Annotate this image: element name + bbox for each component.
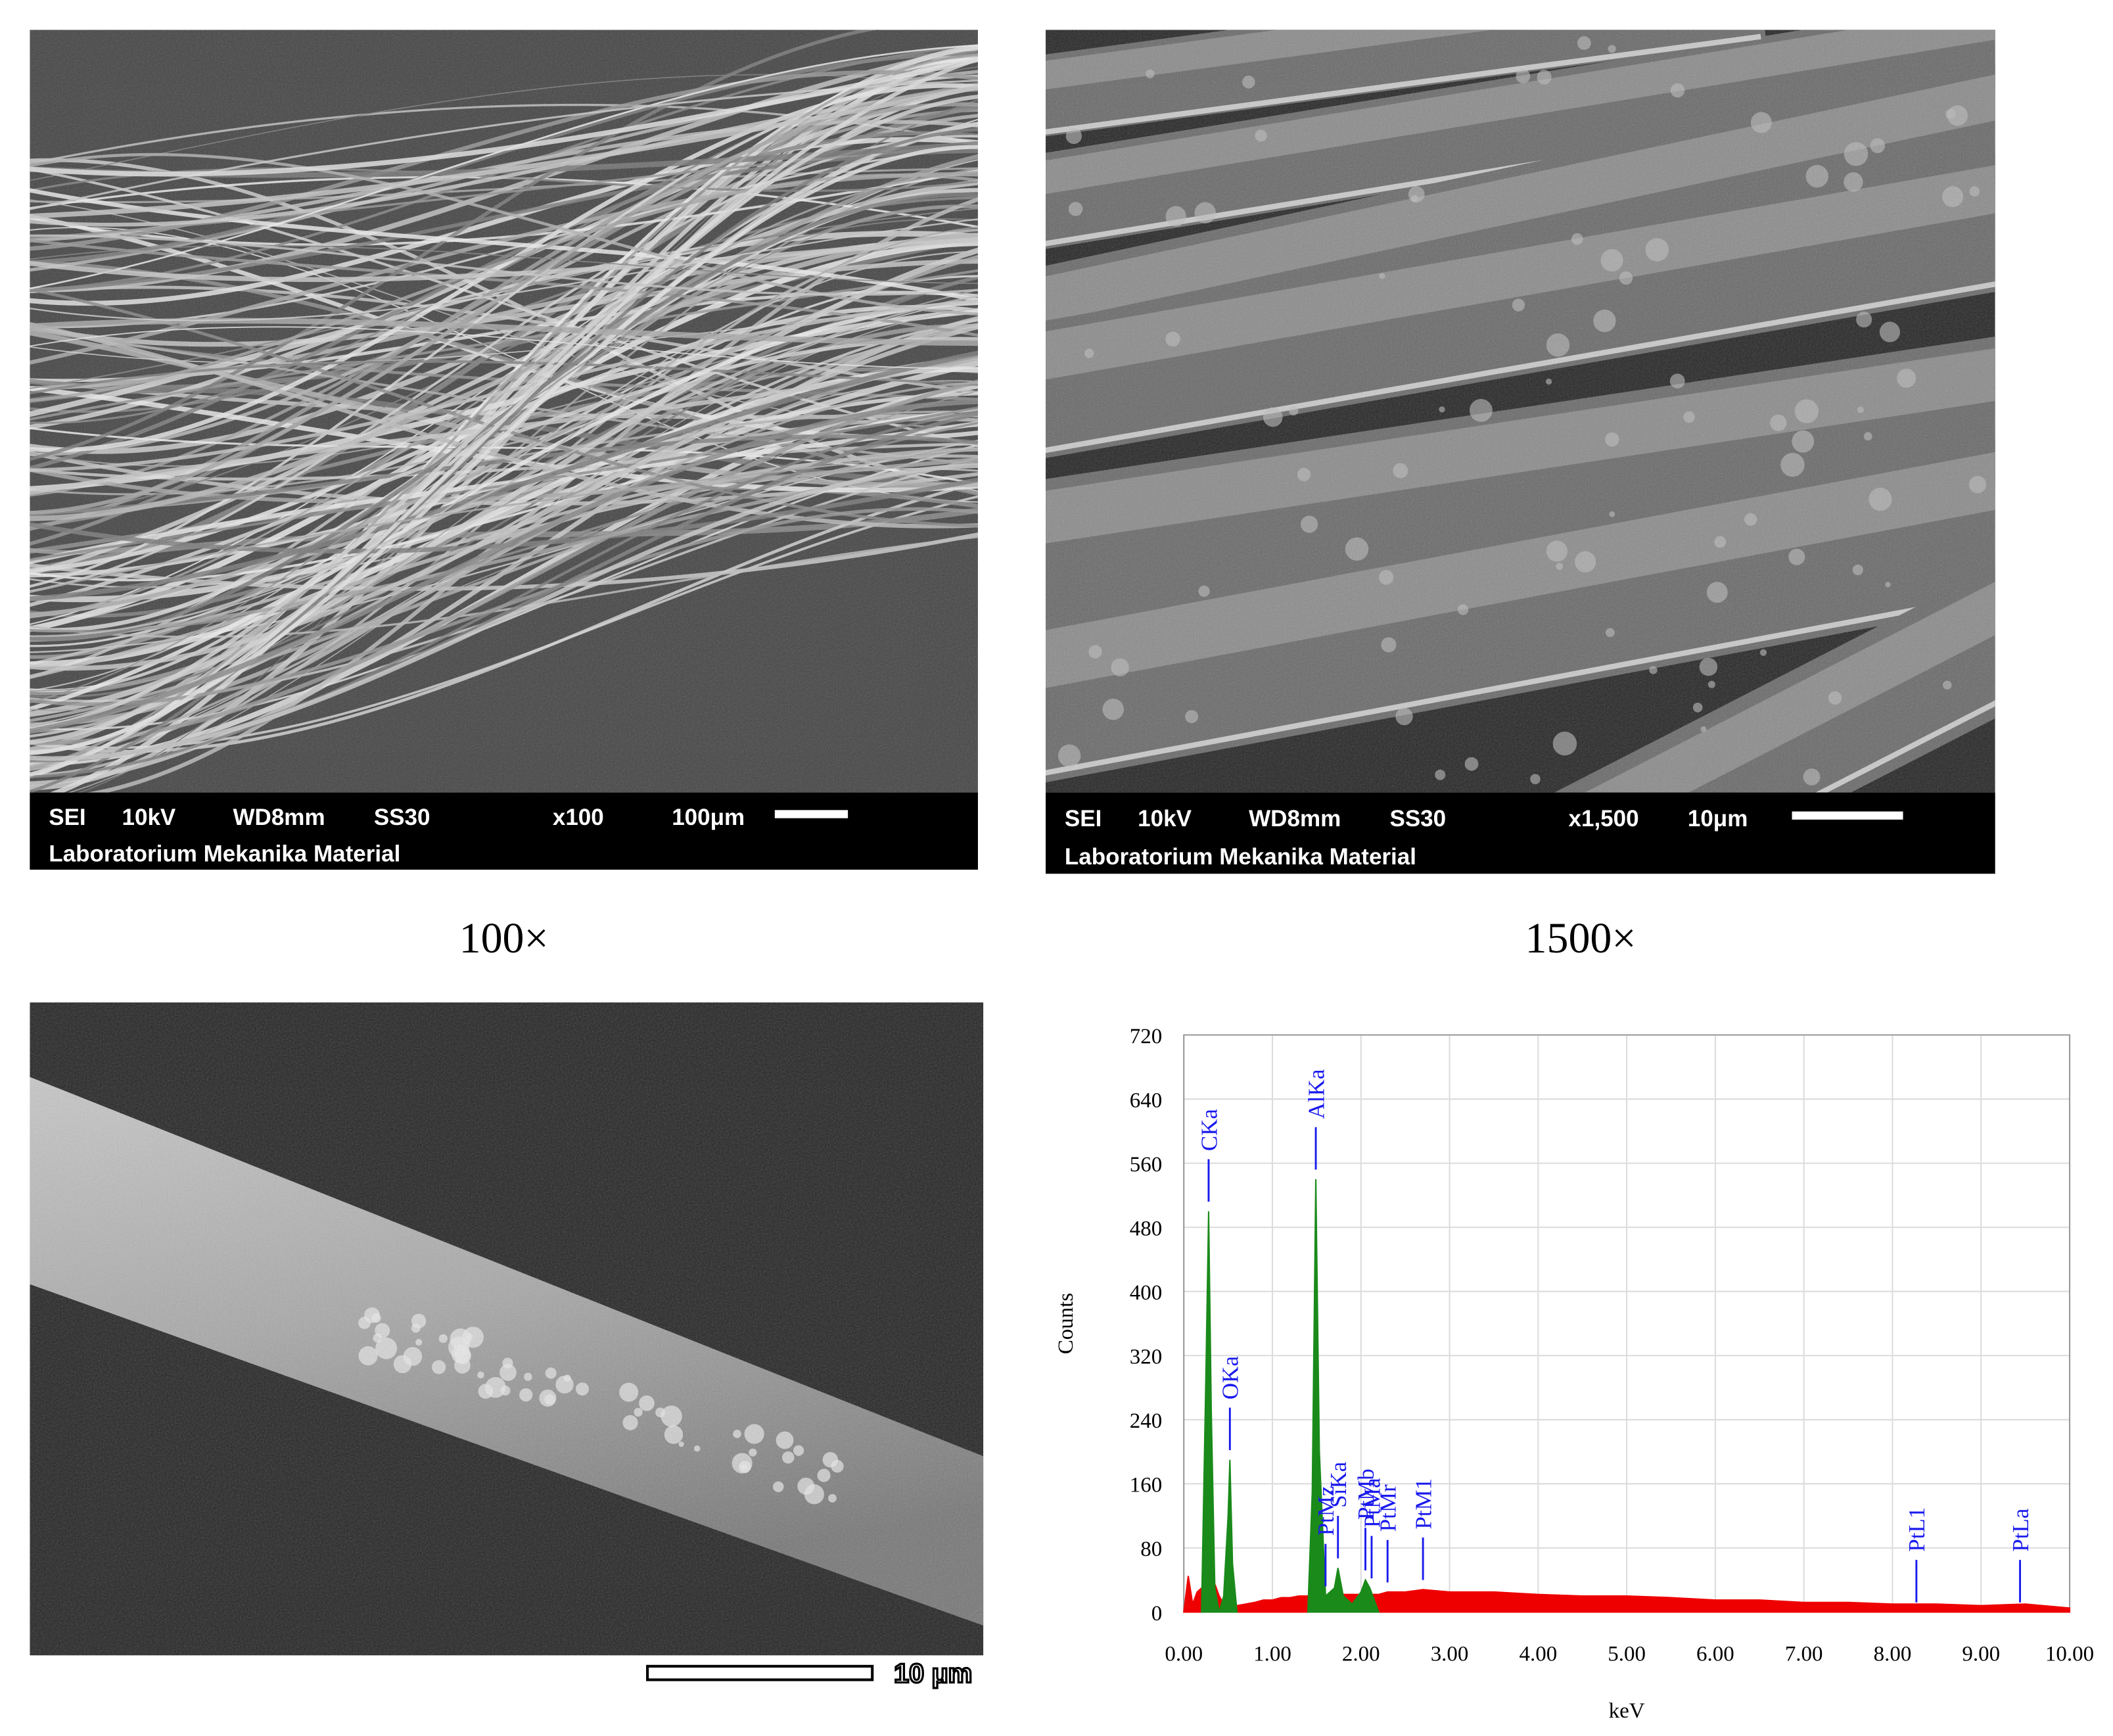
x-tick-label: 3.00 <box>1431 1643 1469 1666</box>
info-bar <box>30 792 978 870</box>
annotation-label: AlKa <box>1303 1069 1329 1119</box>
sem-image-fiber <box>30 1002 984 1656</box>
scale-bar <box>646 1664 874 1681</box>
annotation-label: PtMb <box>1353 1468 1379 1520</box>
x-tick-label: 5.00 <box>1608 1643 1646 1666</box>
y-tick-label: 560 <box>1130 1153 1162 1177</box>
annotation-label: SiKa <box>1326 1461 1351 1507</box>
lab-text: Laboratorium Mekanika Material <box>1065 844 1416 870</box>
caption: 1500× <box>1525 914 1637 962</box>
info-text: 10μm <box>1688 806 1748 832</box>
caption: 100× <box>459 914 549 962</box>
info-text: SS30 <box>374 805 430 830</box>
info-text: SEI <box>1065 806 1102 832</box>
x-tick-label: 2.00 <box>1342 1643 1380 1666</box>
y-tick-label: 160 <box>1130 1474 1162 1497</box>
sem-image-1500x <box>1046 30 1995 793</box>
sem-image-100x <box>30 30 978 793</box>
annotation-label: PtL1 <box>1904 1507 1930 1552</box>
y-tick-label: 80 <box>1140 1537 1162 1561</box>
y-tick-label: 480 <box>1130 1217 1162 1241</box>
y-tick-label: 320 <box>1130 1346 1162 1369</box>
x-tick-label: 0.00 <box>1165 1643 1203 1666</box>
x-tick-label: 9.00 <box>1962 1643 2000 1666</box>
info-text: WD8mm <box>1249 806 1341 832</box>
noise <box>1046 30 1995 793</box>
info-text: SEI <box>49 805 85 830</box>
noise <box>30 1002 984 1656</box>
annotation-label: PtMa <box>1359 1478 1385 1528</box>
spectrum-area <box>1201 1179 1380 1613</box>
annotation-label: CKa <box>1196 1108 1222 1151</box>
x-tick-label: 8.00 <box>1874 1643 1912 1666</box>
x-tick-label: 7.00 <box>1785 1643 1823 1666</box>
x-axis-label: keV <box>1609 1699 1645 1723</box>
eds-chart: 0.00 1.00 2.00 3.00 4.00 5.00 6.00 7.00 8.00 9.00… <box>1054 1025 2094 1723</box>
x-tick-label: 4.00 <box>1519 1643 1557 1666</box>
info-text: WD8mm <box>233 805 325 830</box>
x-tick-label: 10.00 <box>2045 1643 2094 1666</box>
info-text: 100μm <box>672 805 745 830</box>
info-text: 10kV <box>1138 806 1192 832</box>
lab-text: Laboratorium Mekanika Material <box>49 841 400 867</box>
info-text: SS30 <box>1389 806 1446 832</box>
x-tick-label: 6.00 <box>1696 1643 1734 1666</box>
y-axis-label: Counts <box>1054 1293 1078 1354</box>
y-tick-label: 240 <box>1130 1409 1162 1433</box>
annotation-label: PtLa <box>2008 1508 2033 1552</box>
y-tick-label: 0 <box>1151 1602 1162 1626</box>
annotation-label: PtMz <box>1313 1486 1339 1536</box>
info-bar <box>1046 792 1995 874</box>
y-tick-label: 640 <box>1130 1089 1162 1112</box>
info-text: 10kV <box>122 805 176 830</box>
scale-label: 10 μm <box>894 1658 972 1689</box>
info-text: x1,500 <box>1569 806 1639 832</box>
x-tick-label: 1.00 <box>1253 1643 1291 1666</box>
annotation-label: PtMr <box>1376 1484 1401 1532</box>
info-text: x100 <box>553 805 604 830</box>
annotation-label: OKa <box>1218 1356 1243 1400</box>
y-tick-label: 400 <box>1130 1281 1162 1305</box>
y-tick-label: 720 <box>1130 1025 1162 1048</box>
noise <box>30 30 978 793</box>
annotation-label: PtM1 <box>1410 1478 1436 1530</box>
